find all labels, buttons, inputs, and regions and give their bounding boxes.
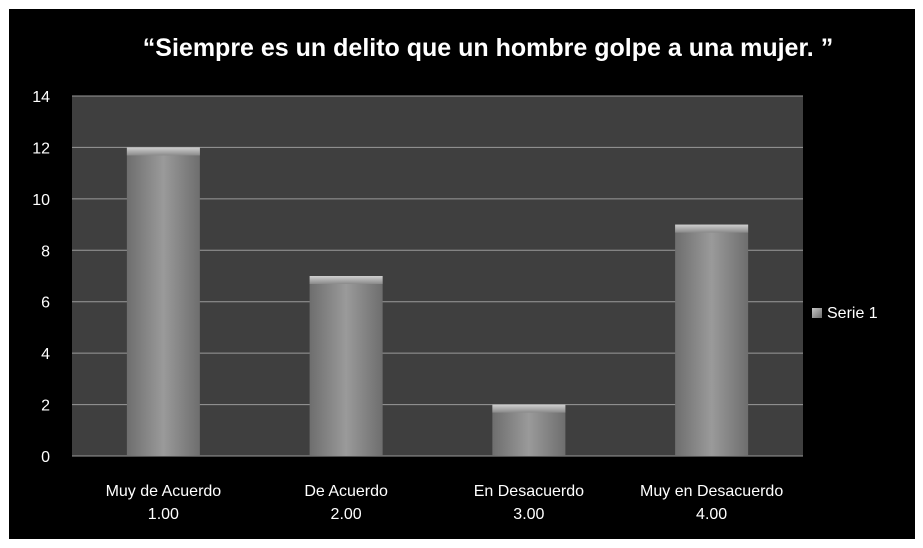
bar-body [492, 404, 566, 456]
bar-top [675, 224, 749, 233]
bars [126, 147, 749, 456]
legend-swatch [812, 308, 822, 318]
bar-top [126, 147, 200, 156]
bar-top [309, 276, 383, 284]
legend: Serie 1 [812, 305, 878, 322]
bar-2 [309, 276, 383, 456]
legend-label-serie-1: Serie 1 [827, 305, 878, 322]
bar-body [675, 224, 749, 456]
y-tick-label: 0 [41, 449, 50, 466]
y-tick-label: 14 [32, 89, 50, 106]
y-tick-label: 12 [32, 140, 50, 157]
bar-top [492, 404, 566, 413]
y-axis-ticks: 0 2 4 6 8 10 12 14 [32, 89, 50, 466]
x-category-label: En Desacuerdo [474, 483, 584, 500]
x-category-code: 1.00 [148, 506, 179, 523]
x-category-label: Muy en Desacuerdo [640, 483, 783, 500]
x-category-label: Muy de Acuerdo [106, 483, 222, 500]
bar-body [126, 147, 200, 456]
x-category-label: De Acuerdo [304, 483, 388, 500]
bar-4 [675, 224, 749, 456]
bar-chart: “Siempre es un delito que un hombre golp… [32, 34, 878, 523]
chart-title: “Siempre es un delito que un hombre golp… [143, 34, 833, 62]
bar-1 [126, 147, 200, 456]
y-tick-label: 2 [41, 398, 50, 415]
y-tick-label: 6 [41, 295, 50, 312]
bar-3 [492, 404, 566, 456]
y-tick-label: 8 [41, 243, 50, 260]
x-category-code: 2.00 [331, 506, 362, 523]
y-tick-label: 4 [41, 346, 50, 363]
x-axis-labels: Muy de Acuerdo 1.00 De Acuerdo 2.00 En Desac… [106, 483, 784, 523]
y-tick-label: 10 [32, 192, 50, 209]
x-category-code: 4.00 [696, 506, 727, 523]
x-category-code: 3.00 [513, 506, 544, 523]
chart-container: “Siempre es un delito que un hombre golp… [9, 9, 915, 539]
bar-body [309, 276, 383, 456]
